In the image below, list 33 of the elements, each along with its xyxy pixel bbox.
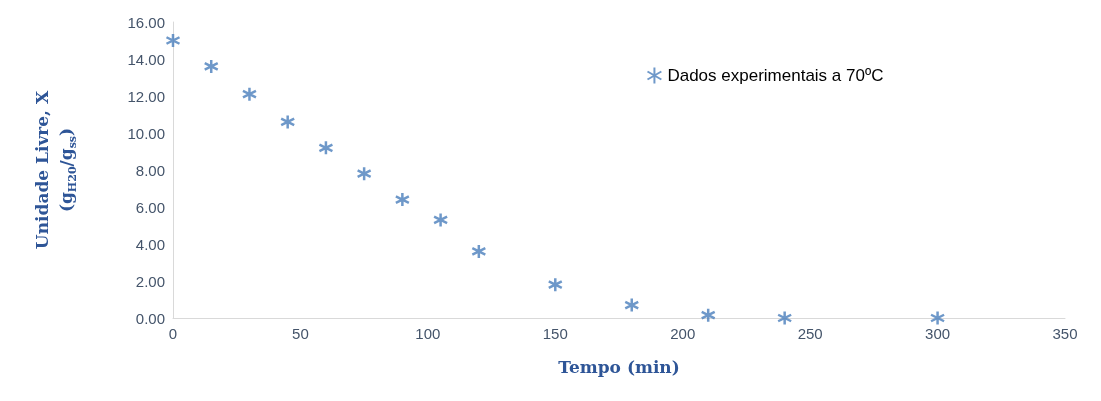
y-tick-label: 8.00 (135, 161, 165, 179)
x-tick-label: 350 (1052, 325, 1078, 342)
x-tick-label: 150 (542, 325, 568, 342)
y-tick-label: 14.00 (127, 50, 165, 68)
x-tick-label: 200 (670, 325, 696, 342)
point (356, 165, 372, 182)
x-axis-title: Tempo (min) (558, 356, 680, 377)
point (165, 32, 181, 49)
y-tick-label: 10.00 (127, 124, 165, 142)
x-tick-label: 0 (168, 325, 178, 342)
point (700, 307, 716, 323)
point (203, 58, 219, 75)
point (279, 114, 296, 130)
y-tick-label: 4.00 (135, 235, 165, 253)
point (241, 86, 258, 102)
point (471, 243, 487, 260)
x-tick-label: 100 (415, 325, 441, 342)
x-tick-label: 300 (925, 325, 951, 342)
y-tick-label: 6.00 (135, 198, 165, 216)
point (318, 140, 334, 156)
point (776, 310, 793, 326)
point (623, 297, 640, 313)
y-tick-label: 12.00 (127, 87, 165, 105)
y-tick-label: 2.00 (135, 272, 165, 290)
x-tick-label: 50 (292, 325, 309, 342)
point (547, 276, 564, 293)
point (394, 191, 411, 208)
x-tick-label: 250 (797, 325, 823, 342)
legend-label: Dados experimentais a 70ºC (667, 66, 884, 85)
y-tick-label: 16.00 (127, 13, 165, 31)
point (432, 212, 449, 228)
y-tick-label: 0.00 (135, 309, 165, 327)
point (929, 310, 946, 326)
